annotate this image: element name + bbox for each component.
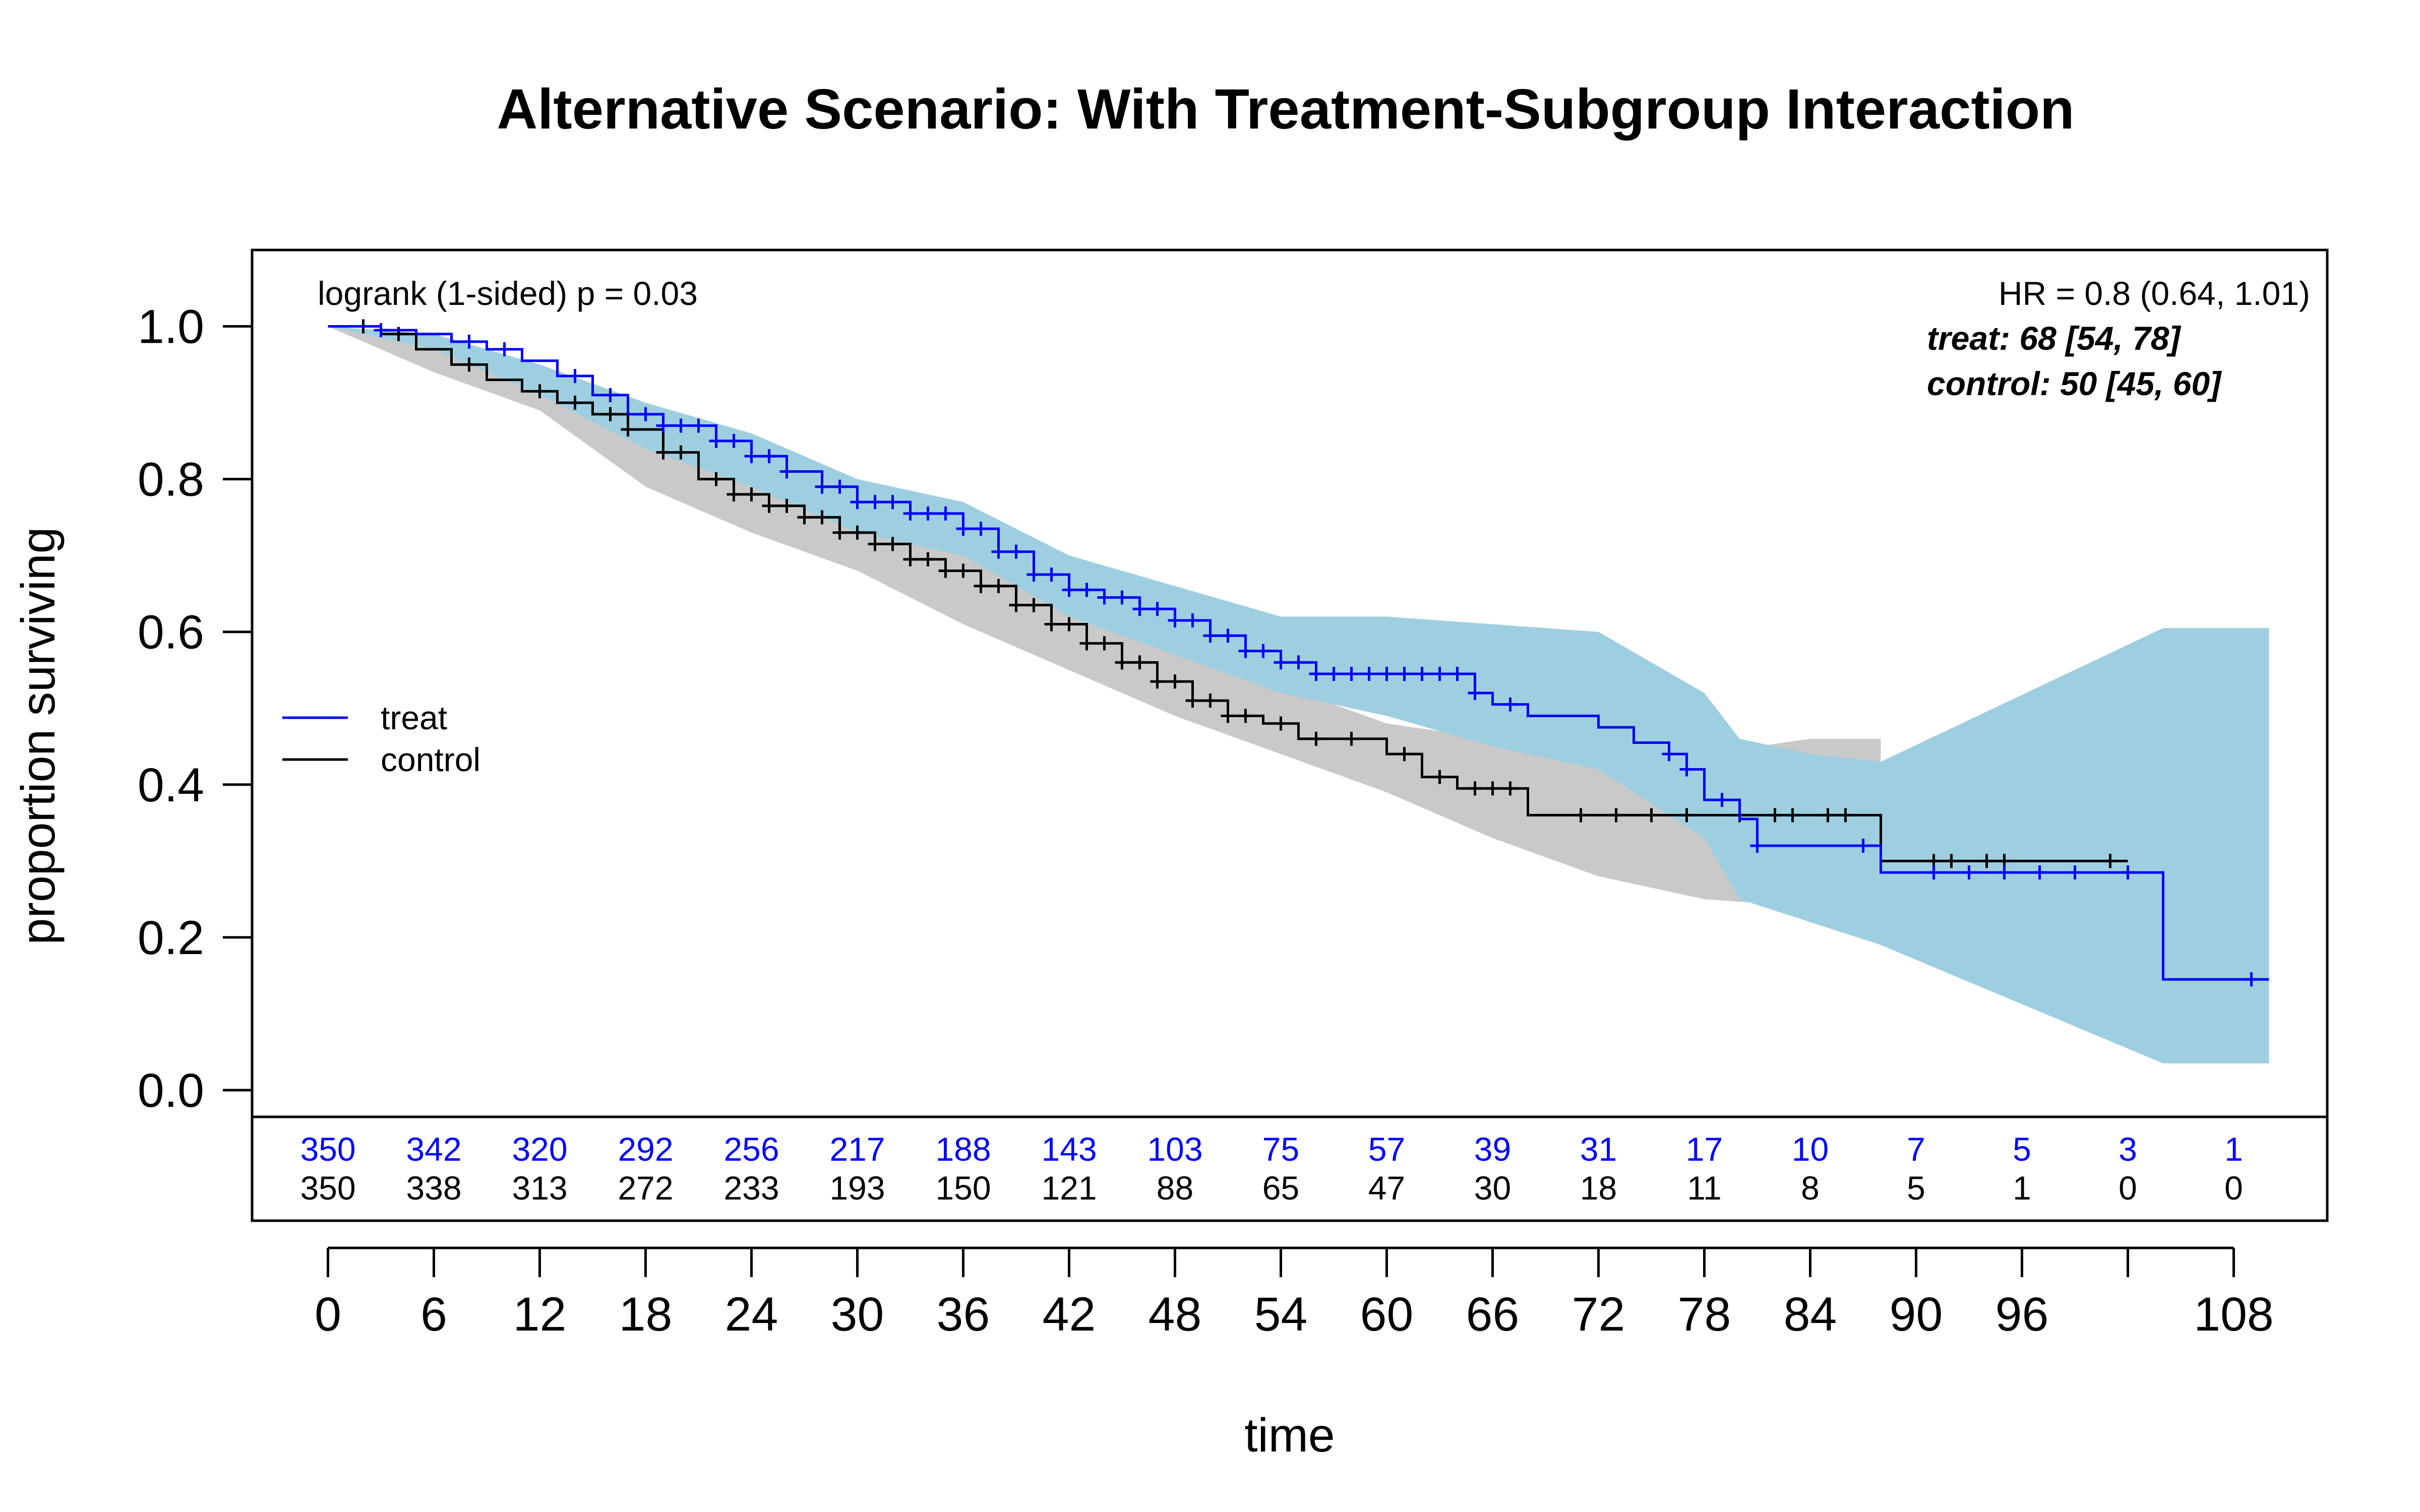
- control-median-annotation: control: 50 [45, 60]: [1927, 365, 2222, 402]
- treat-at-risk-count: 320: [512, 1130, 567, 1168]
- x-axis-label: time: [1244, 1409, 1335, 1462]
- legend: treat control: [282, 699, 480, 778]
- treat-confidence-band: [328, 326, 2269, 1063]
- control-at-risk-count: 30: [1474, 1169, 1511, 1207]
- treat-at-risk-count: 1: [2224, 1130, 2243, 1168]
- control-at-risk-count: 5: [1907, 1169, 1925, 1207]
- control-at-risk-count: 11: [1687, 1169, 1722, 1207]
- x-tick-label: 6: [420, 1288, 447, 1341]
- control-at-risk-count: 47: [1368, 1169, 1405, 1207]
- x-tick-label: 54: [1254, 1288, 1308, 1341]
- control-at-risk-count: 18: [1580, 1169, 1617, 1207]
- control-at-risk-count: 1: [2013, 1169, 2031, 1207]
- plot-area: [328, 319, 2269, 1063]
- treat-median-annotation: treat: 68 [54, 78]: [1927, 320, 2182, 357]
- treat-at-risk-count: 17: [1686, 1130, 1723, 1168]
- y-tick-label: 1.0: [138, 300, 204, 354]
- control-at-risk-count: 0: [2224, 1169, 2243, 1207]
- control-at-risk-count: 65: [1262, 1169, 1299, 1207]
- risk-table: 350 342 320 292 256 217 188 143 103 75 57 39 31 17 10 7…: [300, 1130, 2243, 1207]
- control-at-risk-count: 350: [300, 1169, 355, 1207]
- treat-at-risk-count: 217: [829, 1130, 885, 1168]
- x-tick-label: 90: [1890, 1288, 1943, 1341]
- pvalue-annotation: logrank (1-sided) p = 0.03: [318, 275, 698, 312]
- control-at-risk-count: 272: [618, 1169, 673, 1207]
- y-tick-label: 0.8: [138, 453, 204, 507]
- treat-at-risk-count: 7: [1907, 1130, 1925, 1168]
- x-tick-label: 0: [315, 1288, 341, 1341]
- control-at-risk-count: 233: [723, 1169, 779, 1207]
- x-tick-label: 60: [1360, 1288, 1414, 1341]
- treat-at-risk-count: 57: [1368, 1130, 1405, 1168]
- x-tick-label: 66: [1466, 1288, 1520, 1341]
- y-tick-label: 0.6: [138, 606, 204, 659]
- control-at-risk-count: 338: [406, 1169, 461, 1207]
- legend-control-label: control: [381, 741, 480, 778]
- treat-at-risk-count: 342: [406, 1130, 461, 1168]
- treat-at-risk-count: 5: [2013, 1130, 2031, 1168]
- x-tick-label: 108: [2194, 1288, 2274, 1341]
- treat-at-risk-count: 256: [723, 1130, 779, 1168]
- x-tick-label: 42: [1043, 1288, 1096, 1341]
- x-tick-label: 84: [1784, 1288, 1837, 1341]
- treat-at-risk-count: 31: [1580, 1130, 1617, 1168]
- treat-at-risk-count: 103: [1147, 1130, 1202, 1168]
- treat-at-risk-count: 350: [300, 1130, 355, 1168]
- x-tick-label: 30: [831, 1288, 884, 1341]
- control-at-risk-count: 88: [1157, 1169, 1193, 1207]
- y-tick-label: 0.2: [138, 911, 204, 965]
- x-tick-label: 48: [1148, 1288, 1202, 1341]
- x-tick-label: 36: [937, 1288, 990, 1341]
- treat-at-risk-count: 75: [1262, 1130, 1299, 1168]
- treat-at-risk-count: 39: [1474, 1130, 1511, 1168]
- x-tick-label: 78: [1678, 1288, 1731, 1341]
- treat-at-risk-count: 292: [618, 1130, 673, 1168]
- control-at-risk-count: 0: [2119, 1169, 2137, 1207]
- treat-at-risk-count: 10: [1792, 1130, 1829, 1168]
- x-tick-label: 18: [619, 1288, 673, 1341]
- x-tick-label: 12: [513, 1288, 567, 1341]
- control-at-risk-count: 8: [1801, 1169, 1820, 1207]
- control-at-risk-count: 313: [512, 1169, 567, 1207]
- treat-at-risk-count: 143: [1041, 1130, 1097, 1168]
- treat-at-risk-count: 3: [2119, 1130, 2137, 1168]
- x-tick-label: 72: [1572, 1288, 1625, 1341]
- axes: 0.00.20.40.60.81.00 6 12 18 24 30 36 42 48 54 60 66…: [138, 300, 2274, 1341]
- y-axis-label: proportion surviving: [12, 527, 65, 944]
- x-tick-label: 96: [1995, 1288, 2049, 1341]
- hr-annotation: HR = 0.8 (0.64, 1.01): [1999, 275, 2310, 312]
- y-tick-label: 0.0: [138, 1064, 204, 1117]
- control-at-risk-count: 150: [935, 1169, 991, 1207]
- treat-at-risk-count: 188: [935, 1130, 991, 1168]
- x-tick-label: 24: [725, 1288, 778, 1341]
- control-at-risk-count: 193: [829, 1169, 885, 1207]
- control-at-risk-count: 121: [1041, 1169, 1097, 1207]
- y-tick-label: 0.4: [138, 759, 204, 812]
- chart-title: Alternative Scenario: With Treatment-Sub…: [497, 78, 2074, 141]
- legend-treat-label: treat: [381, 699, 447, 736]
